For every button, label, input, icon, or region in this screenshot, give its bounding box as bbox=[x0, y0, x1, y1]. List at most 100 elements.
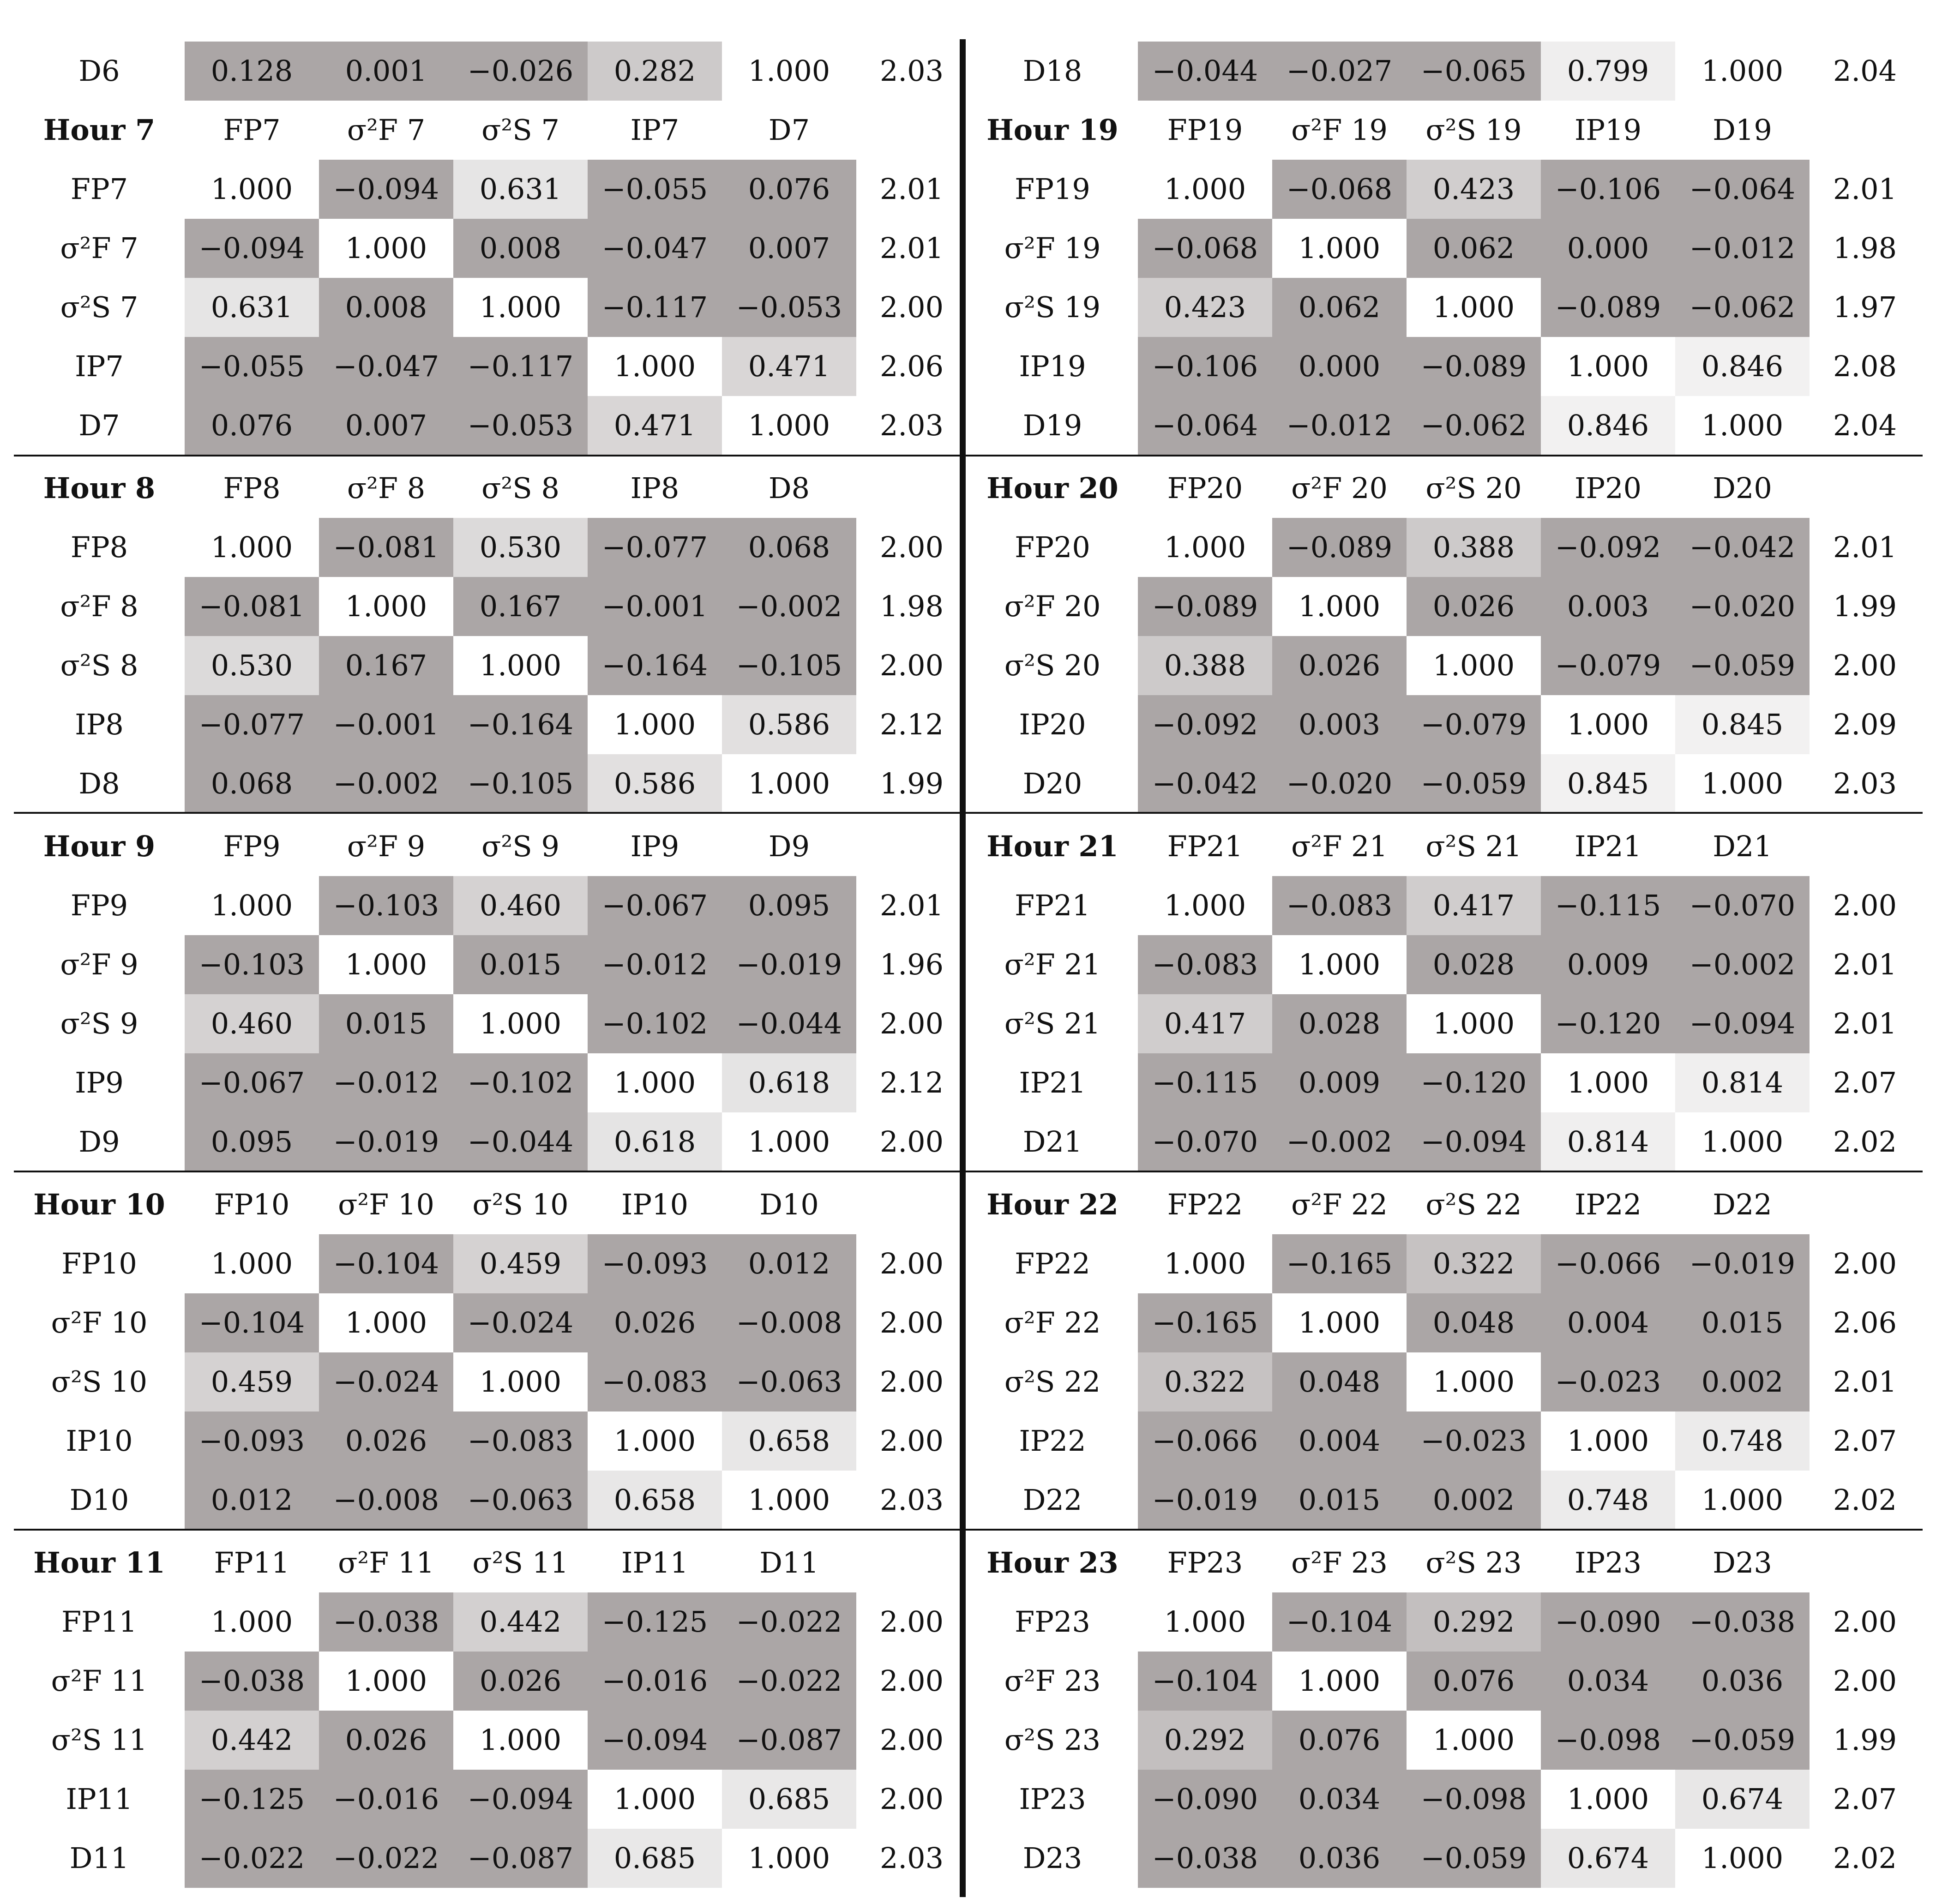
hour-title: Hour 8 bbox=[43, 471, 156, 505]
matrix-cell: −0.064 bbox=[1675, 160, 1810, 219]
matrix-cell: 1.000 bbox=[185, 518, 319, 577]
row-label: σ²F 7 bbox=[60, 231, 138, 265]
matrix-cell: −0.024 bbox=[319, 1352, 453, 1411]
matrix-cell: 0.530 bbox=[185, 636, 319, 695]
row-statistic: 2.01 bbox=[879, 231, 944, 265]
hour-title: Hour 9 bbox=[43, 829, 156, 863]
row-statistic: 2.00 bbox=[879, 1424, 944, 1458]
matrix-row: D20 −0.042 −0.020 −0.059 0.845 1.000 2.03 bbox=[967, 754, 1920, 813]
matrix-cell: 0.423 bbox=[1138, 278, 1272, 337]
matrix-cell: 1.000 bbox=[1407, 278, 1541, 337]
matrix-cell: 1.000 bbox=[1541, 1411, 1675, 1471]
matrix-row: σ²F 11 −0.038 1.000 0.026 −0.016 −0.022 2.00 bbox=[14, 1652, 967, 1711]
matrix-cell: −0.087 bbox=[722, 1711, 856, 1770]
matrix-cell: −0.012 bbox=[319, 1053, 453, 1112]
matrix-cell: −0.044 bbox=[1138, 42, 1272, 101]
matrix-cell: −0.059 bbox=[1407, 1829, 1541, 1888]
row-label: IP7 bbox=[75, 349, 124, 383]
matrix-cell: 0.658 bbox=[722, 1411, 856, 1471]
hour-title: Hour 21 bbox=[986, 829, 1118, 863]
row-statistic: 2.01 bbox=[1833, 1007, 1897, 1040]
matrix-cell: 1.000 bbox=[185, 876, 319, 935]
matrix-cell: −0.059 bbox=[1675, 636, 1810, 695]
matrix-cell: 0.459 bbox=[185, 1352, 319, 1411]
matrix-row: FP20 1.000 −0.089 0.388 −0.092 −0.042 2.01 bbox=[967, 518, 1920, 577]
matrix-row: σ²F 8 −0.081 1.000 0.167 −0.001 −0.002 1.98 bbox=[14, 577, 967, 636]
matrix-cell: 1.000 bbox=[722, 1112, 856, 1171]
row-statistic: 2.08 bbox=[1833, 349, 1897, 383]
matrix-cell: 0.015 bbox=[1675, 1293, 1810, 1352]
row-statistic: 1.98 bbox=[1833, 231, 1897, 265]
row-statistic: 2.07 bbox=[1833, 1424, 1897, 1458]
matrix-cell: −0.020 bbox=[1675, 577, 1810, 636]
column-header: σ²S 19 bbox=[1425, 113, 1522, 147]
matrix-cell: −0.104 bbox=[185, 1293, 319, 1352]
matrix-cell: 1.000 bbox=[453, 994, 588, 1053]
matrix-cell: −0.023 bbox=[1407, 1411, 1541, 1471]
column-header: D21 bbox=[1713, 829, 1772, 863]
matrix-cell: 1.000 bbox=[1138, 1592, 1272, 1652]
matrix-cell: −0.106 bbox=[1138, 337, 1272, 396]
row-label: σ²F 11 bbox=[51, 1664, 148, 1698]
matrix-cell: 0.028 bbox=[1272, 994, 1407, 1053]
row-label: σ²S 8 bbox=[60, 649, 138, 682]
matrix-cell: 0.423 bbox=[1407, 160, 1541, 219]
matrix-cell: 0.586 bbox=[588, 754, 722, 813]
column-header: σ²F 8 bbox=[347, 471, 426, 505]
matrix-row: IP9 −0.067 −0.012 −0.102 1.000 0.618 2.12 bbox=[14, 1053, 967, 1112]
section-divider bbox=[14, 812, 1923, 814]
row-statistic: 2.09 bbox=[1833, 708, 1897, 741]
matrix-cell: −0.077 bbox=[588, 518, 722, 577]
hour-header-row: Hour 23 FP23 σ²F 23 σ²S 23 IP23 D23 bbox=[967, 1533, 1920, 1592]
row-statistic: 2.04 bbox=[1833, 408, 1897, 442]
matrix-cell: 0.799 bbox=[1541, 42, 1675, 101]
row-label: σ²S 21 bbox=[1004, 1007, 1101, 1040]
matrix-cell: −0.016 bbox=[588, 1652, 722, 1711]
matrix-cell: −0.090 bbox=[1138, 1770, 1272, 1829]
matrix-cell: 1.000 bbox=[722, 1471, 856, 1530]
matrix-cell: 0.034 bbox=[1272, 1770, 1407, 1829]
matrix-cell: −0.070 bbox=[1138, 1112, 1272, 1171]
matrix-cell: 0.003 bbox=[1272, 695, 1407, 754]
row-label: FP10 bbox=[61, 1247, 137, 1280]
row-label: σ²S 19 bbox=[1004, 290, 1101, 324]
column-header: D11 bbox=[759, 1546, 819, 1580]
matrix-row: σ²S 9 0.460 0.015 1.000 −0.102 −0.044 2.00 bbox=[14, 994, 967, 1053]
matrix-row: FP11 1.000 −0.038 0.442 −0.125 −0.022 2.00 bbox=[14, 1592, 967, 1652]
matrix-cell: 1.000 bbox=[1541, 337, 1675, 396]
matrix-cell: 0.322 bbox=[1407, 1234, 1541, 1293]
matrix-cell: −0.024 bbox=[453, 1293, 588, 1352]
matrix-row: D10 0.012 −0.008 −0.063 0.658 1.000 2.03 bbox=[14, 1471, 967, 1530]
matrix-cell: 1.000 bbox=[185, 160, 319, 219]
row-statistic: 2.00 bbox=[1833, 1664, 1897, 1698]
hour-header-row: Hour 7 FP7 σ²F 7 σ²S 7 IP7 D7 bbox=[14, 101, 967, 160]
matrix-cell: 0.001 bbox=[319, 42, 453, 101]
hour-header-row: Hour 10 FP10 σ²F 10 σ²S 10 IP10 D10 bbox=[14, 1175, 967, 1234]
matrix-cell: 1.000 bbox=[722, 396, 856, 455]
row-label: D8 bbox=[78, 767, 120, 800]
matrix-cell: 0.008 bbox=[453, 219, 588, 278]
matrix-cell: −0.083 bbox=[453, 1411, 588, 1471]
matrix-cell: −0.008 bbox=[319, 1471, 453, 1530]
column-header: IP23 bbox=[1574, 1546, 1642, 1580]
matrix-cell: −0.083 bbox=[1138, 935, 1272, 994]
matrix-cell: 1.000 bbox=[1272, 577, 1407, 636]
matrix-cell: 0.845 bbox=[1541, 754, 1675, 813]
row-label: IP19 bbox=[1019, 349, 1086, 383]
row-label: D22 bbox=[1022, 1483, 1082, 1517]
matrix-cell: −0.103 bbox=[185, 935, 319, 994]
hour-header-row: Hour 20 FP20 σ²F 20 σ²S 20 IP20 D20 bbox=[967, 459, 1920, 518]
column-header: σ²S 7 bbox=[481, 113, 559, 147]
matrix-cell: −0.089 bbox=[1407, 337, 1541, 396]
matrix-cell: −0.016 bbox=[319, 1770, 453, 1829]
row-label: σ²F 20 bbox=[1004, 589, 1101, 623]
matrix-cell: 0.167 bbox=[453, 577, 588, 636]
matrix-cell: −0.098 bbox=[1407, 1770, 1541, 1829]
row-label: σ²S 9 bbox=[60, 1007, 138, 1040]
column-header: IP20 bbox=[1574, 471, 1642, 505]
row-label: IP23 bbox=[1019, 1782, 1086, 1816]
matrix-cell: 0.658 bbox=[588, 1471, 722, 1530]
row-label: FP8 bbox=[70, 530, 128, 564]
matrix-cell: 0.292 bbox=[1407, 1592, 1541, 1652]
matrix-cell: 1.000 bbox=[1272, 1652, 1407, 1711]
